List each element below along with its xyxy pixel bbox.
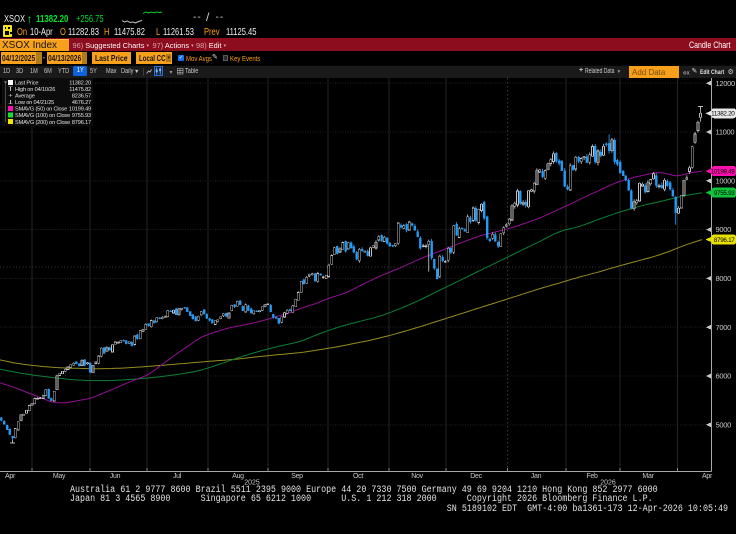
svg-text:Jun: Jun xyxy=(110,473,121,480)
svg-text:12000: 12000 xyxy=(716,79,735,88)
svg-text:Dec: Dec xyxy=(470,473,482,480)
svg-text:8236.57: 8236.57 xyxy=(72,94,91,100)
svg-text:4676.27: 4676.27 xyxy=(72,100,91,106)
svg-text:8796.17: 8796.17 xyxy=(72,120,91,126)
svg-text:5000: 5000 xyxy=(716,420,732,429)
svg-text:High on 04/10/26: High on 04/10/26 xyxy=(15,87,55,93)
svg-text:11382.20: 11382.20 xyxy=(711,111,735,118)
svg-text:9755.93: 9755.93 xyxy=(714,190,735,197)
svg-text:11382.20: 11382.20 xyxy=(69,81,91,87)
svg-text:Jan: Jan xyxy=(531,473,542,480)
svg-text:Oct: Oct xyxy=(353,473,363,480)
svg-text:6000: 6000 xyxy=(716,372,732,381)
svg-text:Mar: Mar xyxy=(642,473,654,480)
svg-text:7000: 7000 xyxy=(716,323,732,332)
svg-text:Last Price: Last Price xyxy=(15,81,38,87)
svg-text:Jul: Jul xyxy=(173,473,182,480)
svg-text:Feb: Feb xyxy=(586,473,598,480)
svg-text:9000: 9000 xyxy=(716,225,732,234)
svg-text:11475.82: 11475.82 xyxy=(69,87,91,93)
svg-text:SMAVG (200) on Close: SMAVG (200) on Close xyxy=(15,120,70,126)
svg-text:Nov: Nov xyxy=(411,473,423,480)
svg-text:SMAVG (100) on Close: SMAVG (100) on Close xyxy=(15,113,70,119)
svg-text:Sep: Sep xyxy=(291,473,303,480)
svg-text:9755.93: 9755.93 xyxy=(72,113,91,119)
svg-text:Average: Average xyxy=(15,94,35,100)
svg-text:10000: 10000 xyxy=(716,176,735,185)
svg-text:Apr: Apr xyxy=(702,473,713,480)
svg-text:11000: 11000 xyxy=(716,128,735,137)
svg-text:Aug: Aug xyxy=(232,473,244,480)
svg-text:SMAVG (50) on Close: SMAVG (50) on Close xyxy=(15,107,67,113)
svg-text:8000: 8000 xyxy=(716,274,732,283)
svg-text:May: May xyxy=(53,473,66,480)
svg-text:10199.49: 10199.49 xyxy=(69,107,91,113)
svg-text:Low on 04/21/25: Low on 04/21/25 xyxy=(15,100,54,106)
svg-text:8796.17: 8796.17 xyxy=(714,237,735,244)
svg-text:10199.49: 10199.49 xyxy=(711,169,736,176)
svg-text:Apr: Apr xyxy=(5,473,16,480)
